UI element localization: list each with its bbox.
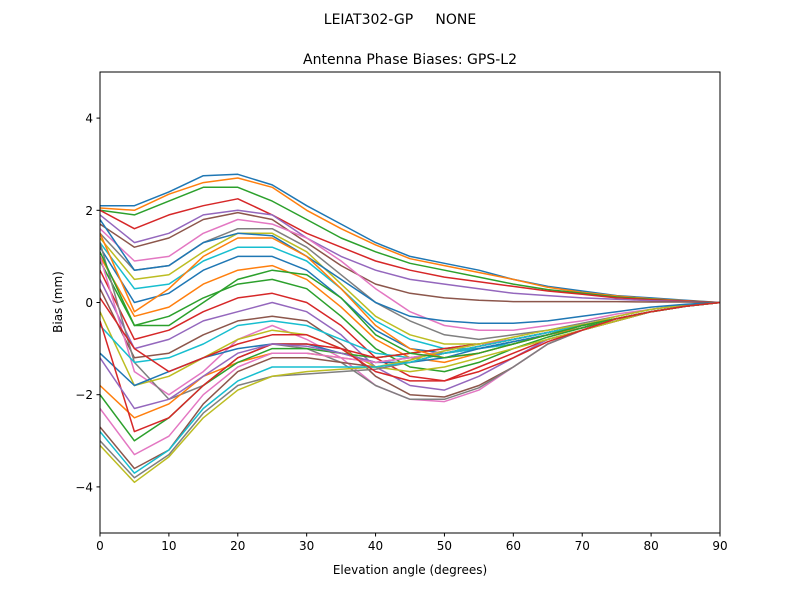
- chart-title: Antenna Phase Biases: GPS-L2: [303, 52, 517, 68]
- suptitle: LEIAT302-GP NONE: [324, 12, 476, 28]
- y-tick-label: −4: [75, 480, 93, 494]
- y-tick-label: 2: [85, 204, 93, 218]
- x-tick-label: 0: [96, 539, 104, 553]
- y-tick-label: 0: [85, 296, 93, 310]
- series-line-1: [100, 173, 720, 304]
- series-line-7: [100, 218, 720, 331]
- x-tick-label: 50: [437, 539, 452, 553]
- x-tick-label: 20: [230, 539, 245, 553]
- plot-frame: [99, 71, 721, 534]
- series-line-17: [100, 256, 720, 403]
- y-axis-label: Bias (mm): [51, 271, 65, 333]
- x-axis-label: Elevation angle (degrees): [333, 563, 487, 577]
- x-tick-label: 10: [161, 539, 176, 553]
- x-tick-label: 40: [368, 539, 383, 553]
- y-tick-label: −2: [75, 388, 93, 402]
- series-line-14: [100, 269, 720, 382]
- x-tick-label: 70: [575, 539, 590, 553]
- series-line-8: [100, 227, 720, 341]
- series-line-2: [100, 177, 720, 304]
- series-line-6: [100, 211, 720, 304]
- x-tick-label: 30: [299, 539, 314, 553]
- series-line-31: [100, 219, 720, 324]
- x-tick-label: 60: [506, 539, 521, 553]
- x-tick-label: 80: [643, 539, 658, 553]
- x-tick-label: 90: [712, 539, 727, 553]
- series-line-29: [100, 301, 720, 484]
- series-line-4: [100, 198, 720, 304]
- series-lines: [100, 173, 720, 484]
- y-tick-label: 4: [85, 112, 93, 126]
- series-line-5: [100, 209, 720, 304]
- x-axis: 0 10 20 30 40 50 60 70 80 90: [96, 533, 728, 553]
- y-axis: −4 −2 0 2 4: [75, 112, 100, 494]
- series-line-30: [100, 301, 720, 474]
- series-line-34: [100, 297, 720, 382]
- series-line-9: [100, 232, 720, 345]
- series-line-3: [100, 186, 720, 304]
